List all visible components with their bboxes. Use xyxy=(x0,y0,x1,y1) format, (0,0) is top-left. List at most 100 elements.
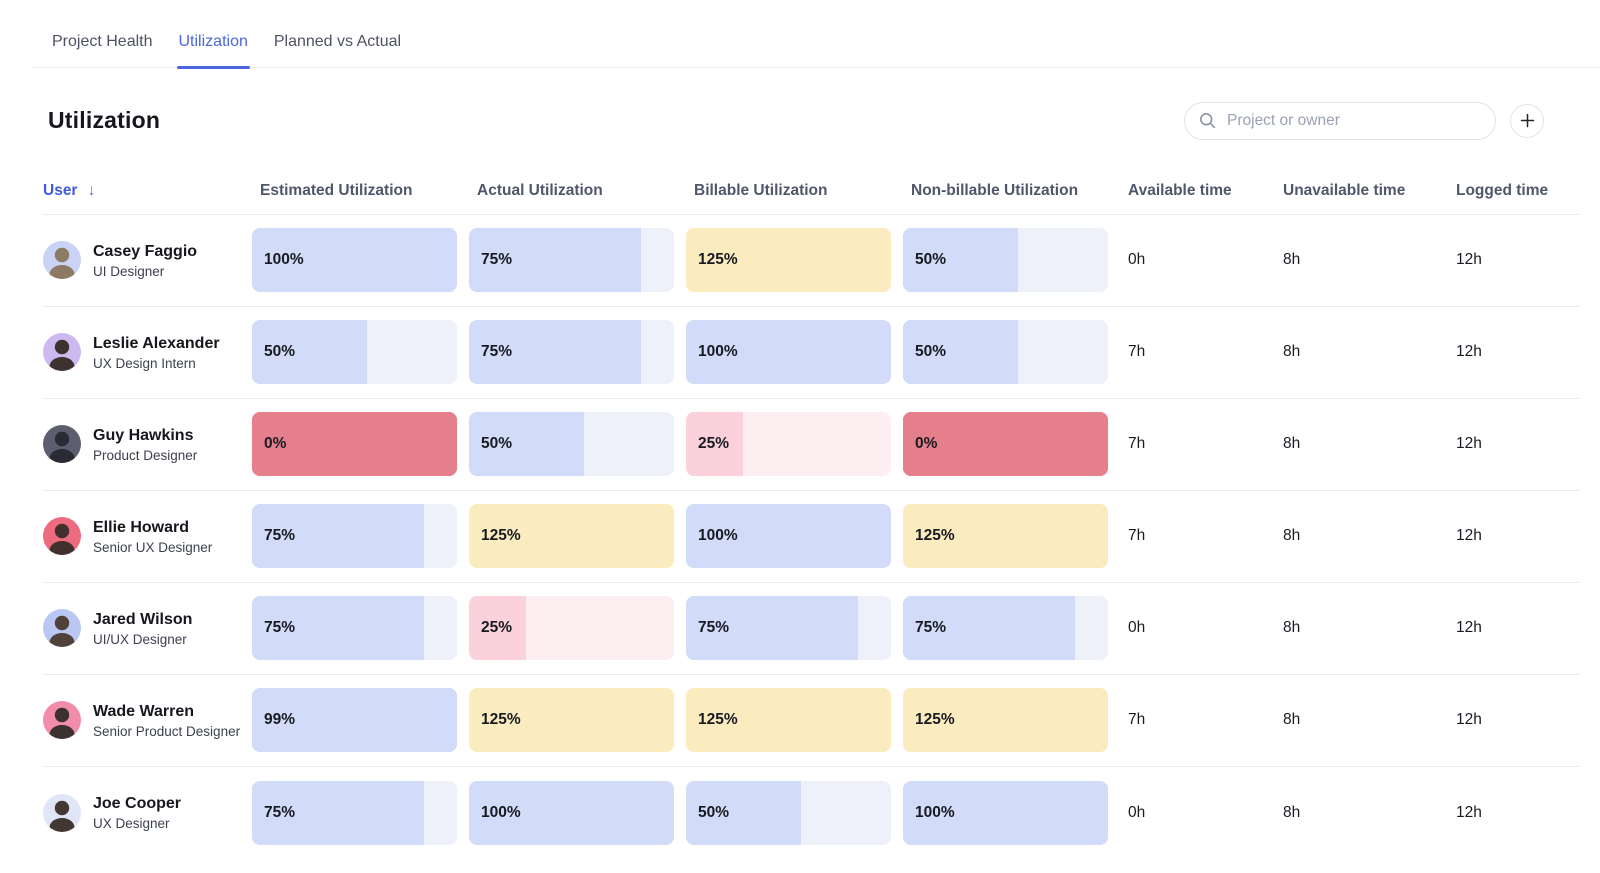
bar-fill xyxy=(903,504,1108,569)
avatar-silhouette xyxy=(49,800,75,832)
tab-bar: Project Health Utilization Planned vs Ac… xyxy=(32,0,1600,69)
utilization-bar: 50% xyxy=(686,780,891,845)
bar-label: 100% xyxy=(915,803,955,821)
user-info: Wade Warren Senior Product Designer xyxy=(93,702,240,739)
user-info: Casey Faggio UI Designer xyxy=(93,242,197,279)
bar-fill xyxy=(252,228,457,293)
estimated-utilization-cell: 75% xyxy=(252,596,469,661)
bar-label: 75% xyxy=(264,619,296,637)
bar-fill xyxy=(903,228,1018,293)
utilization-bar: 50% xyxy=(252,320,457,385)
avatar xyxy=(43,701,81,740)
bar-label: 50% xyxy=(915,343,947,361)
column-header-unavailable-time[interactable]: Unavailable time xyxy=(1283,181,1406,199)
column-header-billable-utilization[interactable]: Billable Utilization xyxy=(694,181,828,199)
user-cell: Joe Cooper UX Designer xyxy=(43,793,252,832)
user-name: Ellie Howard xyxy=(93,518,190,536)
search-icon xyxy=(1199,113,1216,129)
bar-label: 0% xyxy=(915,435,938,453)
column-header-non-billable-utilization[interactable]: Non-billable Utilization xyxy=(911,181,1079,199)
actual-utilization-cell: 75% xyxy=(469,228,686,293)
utilization-bar: 75% xyxy=(252,596,457,661)
table-row[interactable]: Guy Hawkins Product Designer 0% 50% 25% xyxy=(43,399,1580,491)
tab-utilization[interactable]: Utilization xyxy=(176,33,251,69)
bar-fill xyxy=(686,688,891,753)
utilization-bar: 50% xyxy=(903,320,1108,385)
available-time: 0h xyxy=(1128,619,1146,637)
logged-time: 12h xyxy=(1456,711,1482,729)
bar-fill xyxy=(903,320,1018,385)
table-row[interactable]: Leslie Alexander UX Design Intern 50% 75… xyxy=(43,307,1580,399)
available-time: 7h xyxy=(1128,711,1146,729)
table-row[interactable]: Jared Wilson UI/UX Designer 75% 25% 75% xyxy=(43,583,1580,675)
bar-label: 75% xyxy=(264,527,296,545)
actual-utilization-cell: 125% xyxy=(469,504,686,569)
search-area xyxy=(1184,101,1544,140)
user-cell: Leslie Alexander UX Design Intern xyxy=(43,333,252,372)
utilization-bar: 75% xyxy=(469,320,674,385)
column-header-user-label: User xyxy=(43,181,78,199)
unavailable-time: 8h xyxy=(1283,527,1301,545)
bar-fill xyxy=(252,596,425,661)
bar-label: 75% xyxy=(264,803,296,821)
estimated-utilization-cell: 100% xyxy=(252,228,469,293)
column-header-actual-utilization[interactable]: Actual Utilization xyxy=(477,181,603,199)
bar-fill xyxy=(686,228,891,293)
bar-label: 50% xyxy=(481,435,513,453)
user-info: Jared Wilson UI/UX Designer xyxy=(93,610,192,647)
bar-fill xyxy=(903,780,1108,845)
unavailable-time: 8h xyxy=(1283,803,1301,821)
table-row[interactable]: Joe Cooper UX Designer 75% 100% 50% xyxy=(43,767,1580,859)
table-row[interactable]: Ellie Howard Senior UX Designer 75% 125%… xyxy=(43,491,1580,583)
bar-fill xyxy=(686,320,891,385)
actual-utilization-cell: 25% xyxy=(469,596,686,661)
utilization-bar: 100% xyxy=(469,780,674,845)
tab-planned-vs-actual[interactable]: Planned vs Actual xyxy=(273,33,402,50)
bar-label: 75% xyxy=(698,619,730,637)
tab-project-health[interactable]: Project Health xyxy=(52,33,153,50)
billable-utilization-cell: 75% xyxy=(686,596,903,661)
user-info: Ellie Howard Senior UX Designer xyxy=(93,518,212,555)
column-header-logged-time[interactable]: Logged time xyxy=(1456,181,1549,199)
column-header-estimated-utilization[interactable]: Estimated Utilization xyxy=(260,181,413,199)
user-name: Wade Warren xyxy=(93,702,195,720)
avatar-silhouette xyxy=(49,340,75,372)
page-header: Utilization xyxy=(0,68,1600,170)
table-row[interactable]: Casey Faggio UI Designer 100% 75% 125% xyxy=(43,215,1580,307)
bar-fill xyxy=(469,688,674,753)
bar-label: 75% xyxy=(481,343,513,361)
unavailable-time: 8h xyxy=(1283,435,1301,453)
bar-label: 125% xyxy=(915,527,955,545)
utilization-bar: 100% xyxy=(252,228,457,293)
bar-label: 100% xyxy=(481,803,521,821)
user-cell: Guy Hawkins Product Designer xyxy=(43,425,252,464)
user-role: Senior UX Designer xyxy=(93,539,213,555)
utilization-bar: 125% xyxy=(903,688,1108,753)
unavailable-time: 8h xyxy=(1283,343,1301,361)
bar-label: 125% xyxy=(915,711,955,729)
utilization-bar: 100% xyxy=(686,320,891,385)
utilization-bar: 125% xyxy=(903,504,1108,569)
add-button[interactable] xyxy=(1510,103,1544,138)
column-header-user[interactable]: User ↓ xyxy=(43,182,252,200)
avatar xyxy=(43,241,81,280)
non-billable-utilization-cell: 100% xyxy=(903,780,1120,845)
unavailable-time: 8h xyxy=(1283,711,1301,729)
column-header-available-time[interactable]: Available time xyxy=(1128,181,1232,199)
utilization-bar: 50% xyxy=(469,412,674,477)
plus-icon xyxy=(1520,114,1534,128)
user-role: UI Designer xyxy=(93,263,165,279)
table-row[interactable]: Wade Warren Senior Product Designer 99% … xyxy=(43,675,1580,767)
actual-utilization-cell: 75% xyxy=(469,320,686,385)
available-time: 7h xyxy=(1128,527,1146,545)
bar-fill xyxy=(469,780,674,845)
bar-label: 125% xyxy=(698,251,738,269)
search-box[interactable] xyxy=(1184,101,1496,140)
non-billable-utilization-cell: 125% xyxy=(903,504,1120,569)
available-time: 0h xyxy=(1128,803,1146,821)
bar-fill xyxy=(686,596,859,661)
search-input[interactable] xyxy=(1225,110,1481,131)
utilization-bar: 100% xyxy=(686,504,891,569)
user-info: Guy Hawkins Product Designer xyxy=(93,426,197,463)
bar-label: 99% xyxy=(264,711,296,729)
